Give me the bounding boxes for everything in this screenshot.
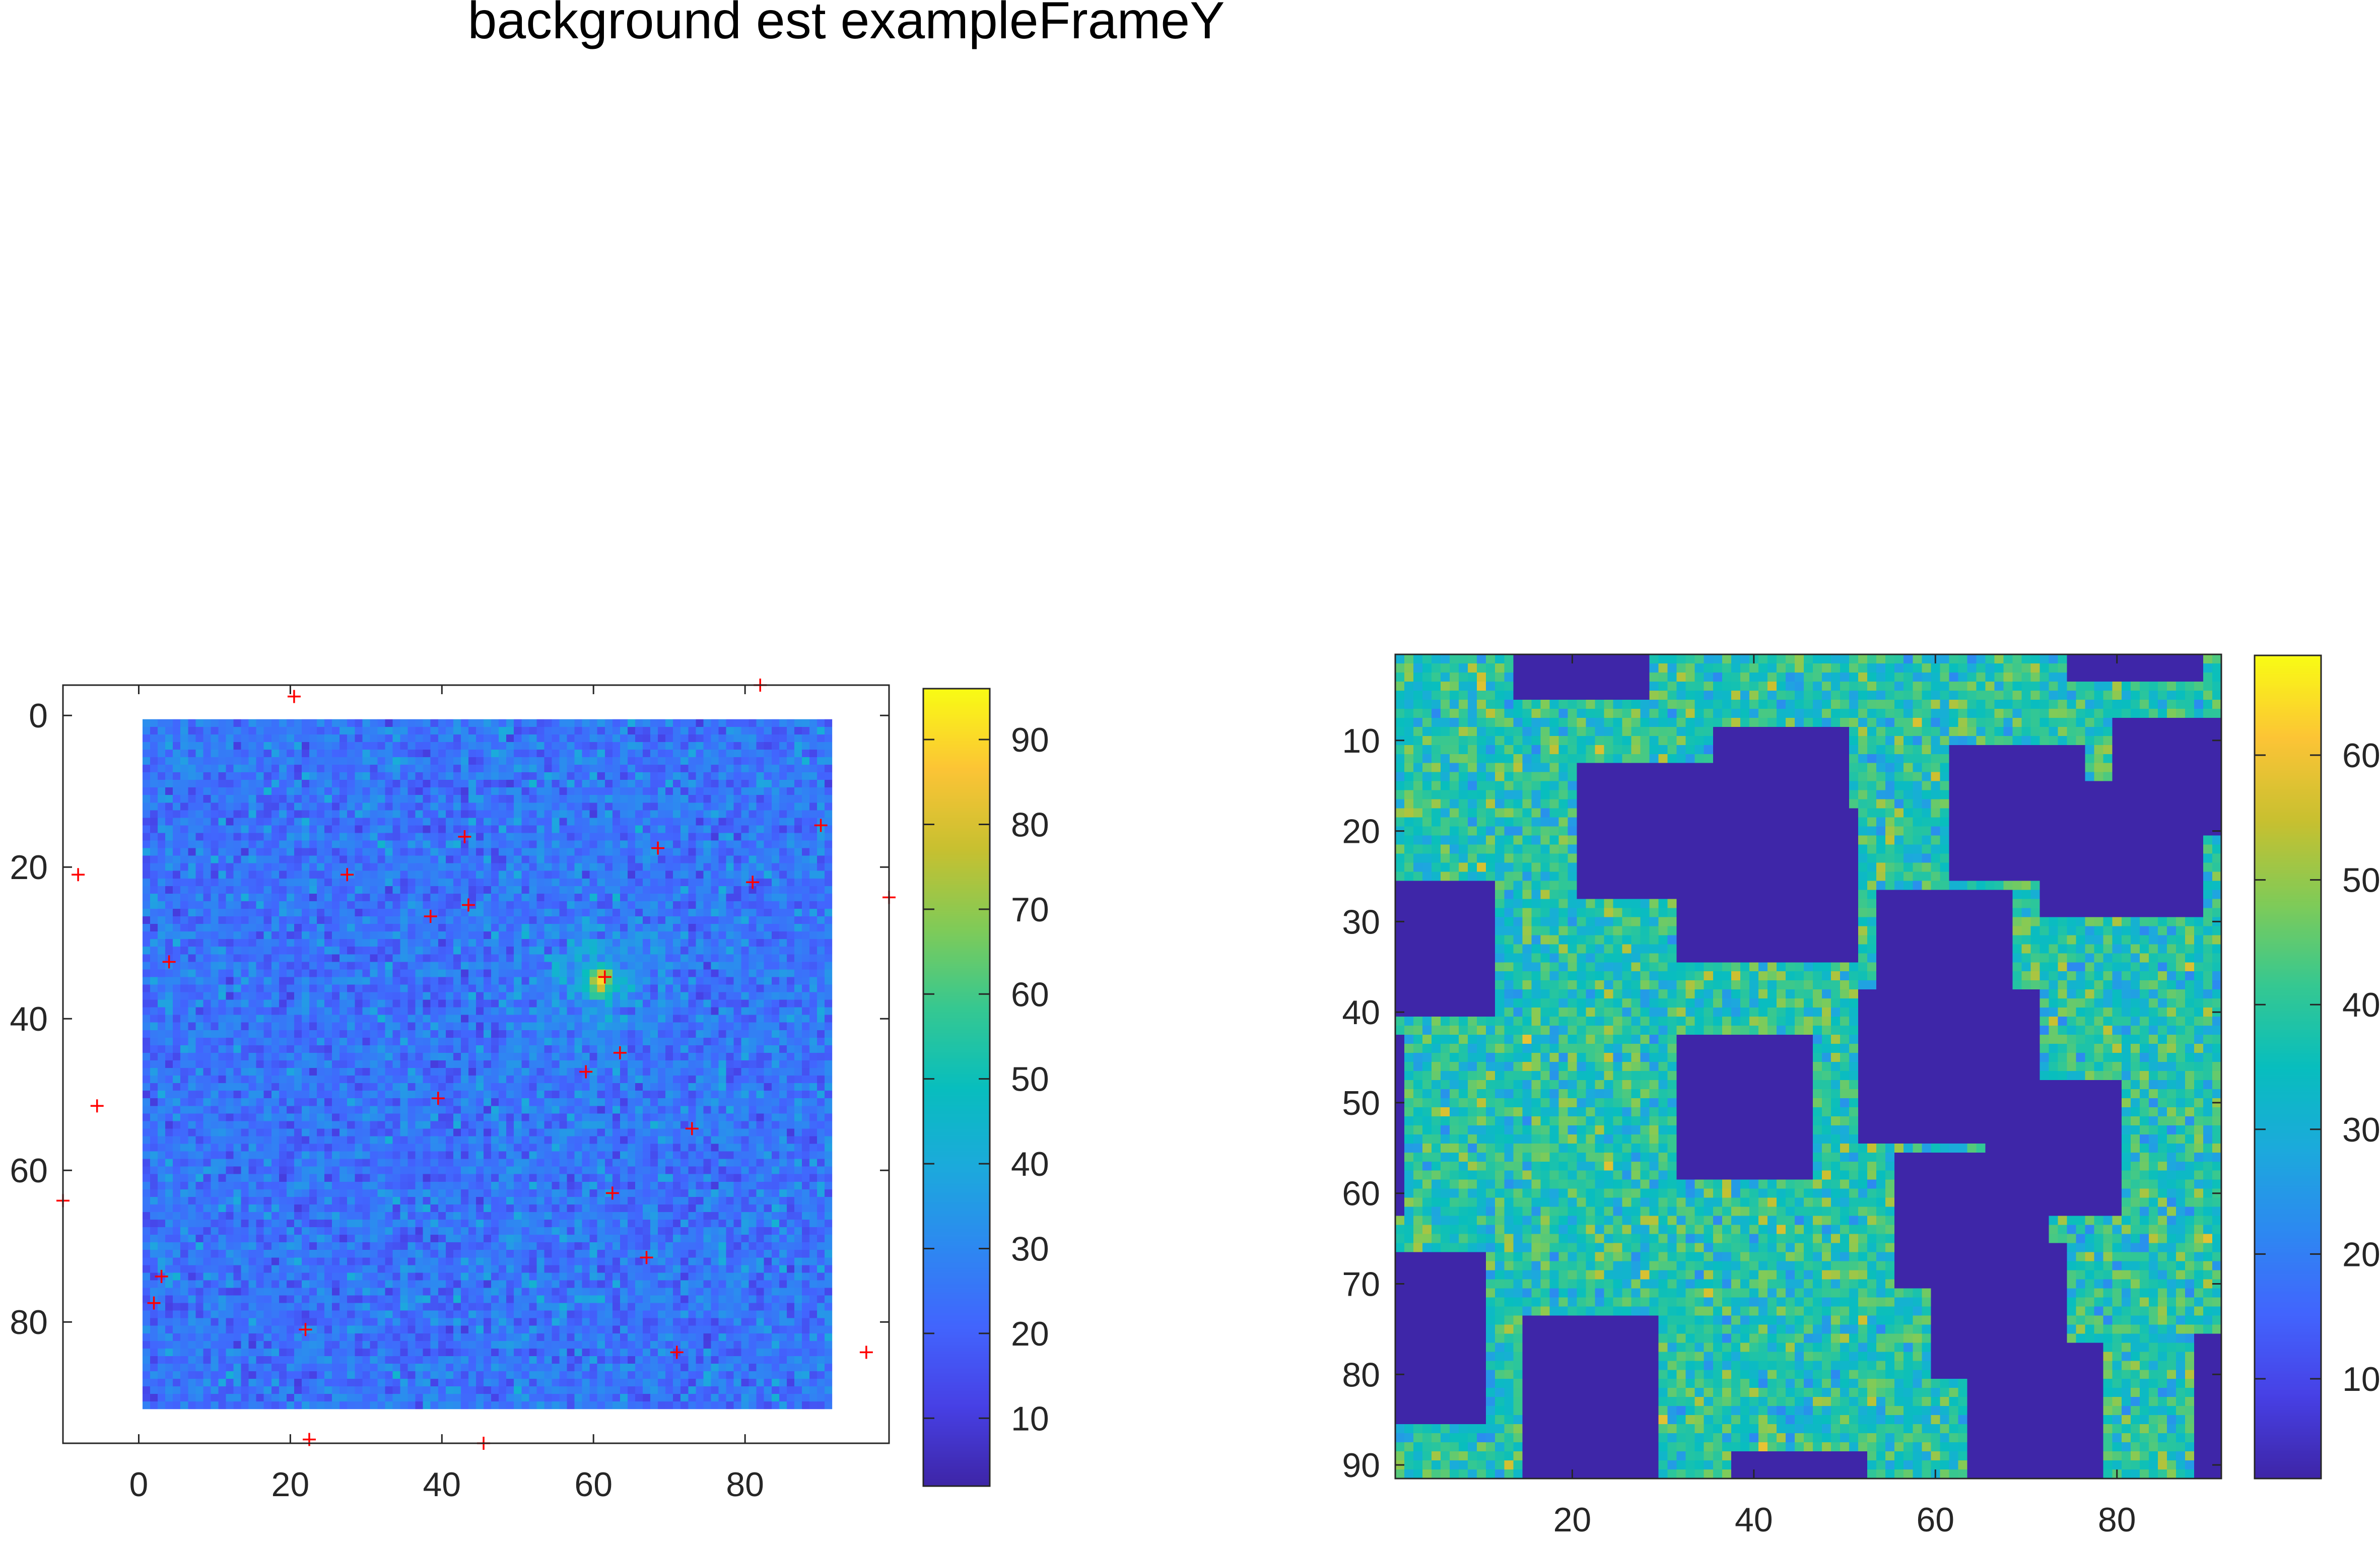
right-colorbar-gradient [2255, 655, 2321, 1479]
right-ytick-label: 80 [1342, 1356, 1380, 1394]
left-ytick-label: 80 [10, 1303, 48, 1342]
right-xtick-label: 20 [1553, 1501, 1592, 1539]
peak-marker [746, 876, 760, 889]
right-ytick-label: 30 [1342, 903, 1380, 941]
peak-marker [461, 898, 475, 912]
colorbar-tick-label: 70 [1011, 891, 1049, 929]
colorbar-tick-label: 40 [2342, 986, 2380, 1024]
peak-marker [147, 1296, 161, 1310]
colorbar-tick-label: 50 [1011, 1060, 1049, 1099]
peak-marker [640, 1251, 653, 1264]
right-ytick-label: 90 [1342, 1446, 1380, 1485]
left-colorbar-gradient [923, 689, 990, 1486]
peak-marker [458, 830, 471, 843]
left-colorbar-ticks: 10 20 30 40 50 60 70 80 90 [923, 721, 1049, 1438]
right-colorbar-frame [2254, 654, 2322, 1480]
peak-marker [859, 1346, 873, 1359]
left-axes-frame [62, 684, 890, 1444]
peak-marker [287, 690, 301, 703]
colorbar-tick-label: 60 [1011, 975, 1049, 1014]
right-ytick-label: 50 [1342, 1084, 1380, 1122]
right-xtick-label: 40 [1735, 1501, 1773, 1539]
right-ytick-label: 20 [1342, 813, 1380, 851]
colorbar-tick-label: 50 [2342, 861, 2380, 900]
peak-marker [162, 955, 176, 969]
left-peak-markers [56, 679, 896, 1450]
left-xtick-label: 60 [574, 1465, 613, 1504]
colorbar-tick-label: 80 [1011, 806, 1049, 844]
colorbar-tick-label: 10 [2342, 1360, 2380, 1398]
figure-title: background est exampleFrameY [468, 0, 1225, 50]
peak-marker [598, 970, 611, 984]
peak-marker [341, 868, 354, 882]
peak-marker [431, 1092, 445, 1105]
peak-marker [613, 1046, 627, 1059]
peak-marker [605, 1186, 619, 1200]
right-heatmap-axes: 20 40 60 80 10 20 30 40 50 60 70 80 90 [1342, 653, 2222, 1539]
right-heatmap-image [1395, 654, 2221, 1479]
colorbar-tick-label: 30 [2342, 1111, 2380, 1149]
peak-marker [579, 1065, 593, 1079]
right-ytick-label: 70 [1342, 1265, 1380, 1303]
right-ytick-label: 10 [1342, 722, 1380, 760]
left-axis-ticks: 0 20 40 60 80 0 20 40 60 80 [10, 685, 889, 1504]
right-colorbar-ticks: 10 20 30 40 50 60 [2255, 736, 2380, 1398]
peak-marker [72, 868, 85, 882]
left-xtick-label: 40 [423, 1465, 461, 1504]
right-xtick-label: 80 [2098, 1501, 2136, 1539]
colorbar-tick-label: 60 [2342, 736, 2380, 775]
right-ytick-label: 40 [1342, 993, 1380, 1032]
left-ytick-label: 20 [10, 848, 48, 887]
peak-marker [90, 1099, 104, 1113]
left-xtick-label: 20 [271, 1465, 310, 1504]
right-ytick-label: 60 [1342, 1175, 1380, 1213]
left-ytick-label: 0 [29, 697, 48, 735]
right-xtick-label: 60 [1916, 1501, 1954, 1539]
peak-marker [424, 910, 437, 923]
left-colorbar: 10 20 30 40 50 60 70 80 90 [922, 688, 1049, 1487]
right-axes-frame [1394, 653, 2222, 1480]
left-heatmap-image [142, 719, 833, 1410]
left-xtick-label: 0 [129, 1465, 149, 1504]
right-colorbar: 10 20 30 40 50 60 [2254, 654, 2380, 1480]
colorbar-tick-label: 90 [1011, 721, 1049, 759]
colorbar-tick-label: 10 [1011, 1399, 1049, 1438]
left-ytick-label: 60 [10, 1152, 48, 1190]
left-heatmap-axes: 0 20 40 60 80 0 20 40 60 80 [10, 679, 896, 1504]
right-axis-ticks: 20 40 60 80 10 20 30 40 50 60 70 80 90 [1342, 654, 2221, 1539]
peak-marker [670, 1346, 684, 1359]
left-colorbar-frame [922, 688, 991, 1487]
peak-marker [155, 1269, 168, 1283]
peak-marker [685, 1122, 699, 1135]
peak-marker [651, 841, 665, 855]
colorbar-tick-label: 20 [1011, 1315, 1049, 1353]
peak-marker [299, 1323, 312, 1336]
peak-marker [814, 819, 828, 832]
colorbar-tick-label: 30 [1011, 1230, 1049, 1268]
colorbar-tick-label: 40 [1011, 1145, 1049, 1183]
left-xtick-label: 80 [726, 1465, 764, 1504]
left-ytick-label: 40 [10, 1000, 48, 1038]
colorbar-tick-label: 20 [2342, 1235, 2380, 1274]
